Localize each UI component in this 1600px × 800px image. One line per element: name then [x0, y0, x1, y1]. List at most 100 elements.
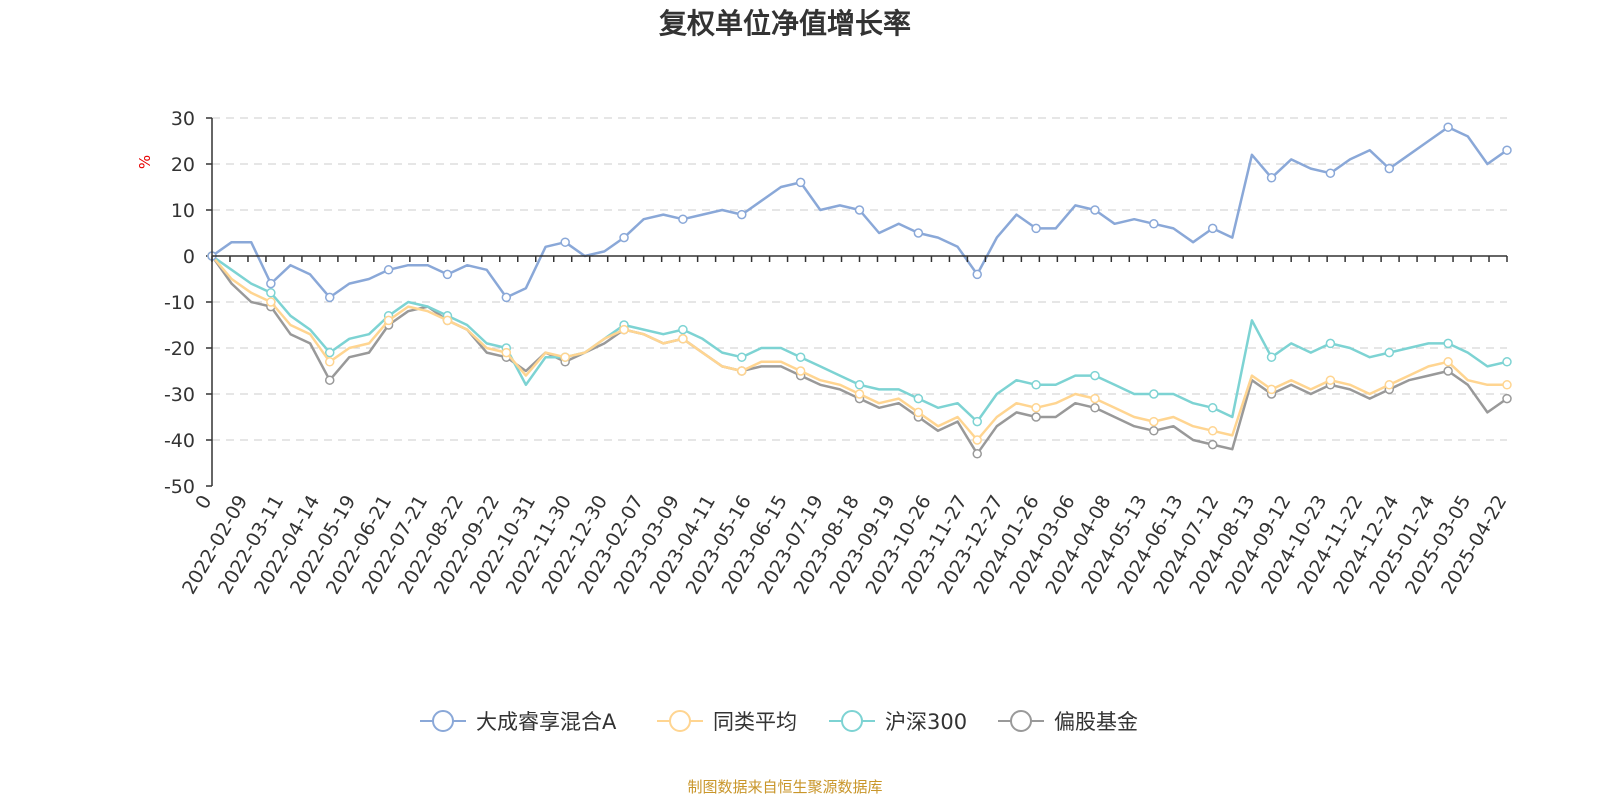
data-point: [442, 269, 453, 280]
legend-label: 沪深300: [885, 710, 967, 734]
data-point: [619, 324, 629, 335]
data-point: [737, 209, 747, 220]
data-point: [324, 375, 335, 385]
data-point: [1443, 338, 1453, 349]
legend-label: 偏股基金: [1054, 710, 1138, 734]
y-tick-label: -30: [164, 384, 195, 406]
legend-marker-icon: [841, 710, 863, 732]
data-point: [1149, 389, 1159, 399]
data-point: [442, 315, 453, 326]
data-point: [1384, 380, 1395, 390]
data-point: [1031, 412, 1041, 422]
data-point: [1031, 223, 1041, 234]
data-point: [795, 366, 806, 376]
legend-item-1[interactable]: 同类平均: [657, 710, 797, 734]
data-point: [854, 389, 865, 399]
data-point: [1266, 352, 1277, 362]
data-point: [1502, 380, 1512, 390]
series-lines: [207, 122, 1512, 459]
data-point: [737, 366, 747, 376]
data-point: [854, 205, 865, 215]
data-point: [854, 380, 865, 390]
data-point: [619, 232, 629, 243]
data-point: [1502, 357, 1512, 367]
data-point: [1502, 145, 1512, 155]
data-point: [795, 177, 806, 188]
data-point: [1207, 223, 1218, 234]
data-point: [383, 265, 394, 275]
y-tick-label: -10: [164, 292, 195, 314]
data-point: [1090, 393, 1100, 404]
data-point: [324, 357, 335, 367]
data-point: [972, 269, 982, 280]
data-point: [1090, 403, 1100, 413]
legend-label: 同类平均: [713, 710, 797, 734]
data-point: [560, 237, 570, 247]
x-tick-label: 0: [191, 492, 216, 513]
series-line-3: [210, 255, 1508, 456]
data-point: [1384, 347, 1395, 358]
data-point: [266, 278, 276, 289]
x-tick-labels: 02022-02-092022-03-112022-04-142022-05-1…: [178, 492, 1511, 599]
y-tick-label: -20: [164, 338, 195, 360]
y-tick-label: 0: [183, 246, 195, 268]
y-tick-label: 30: [171, 108, 195, 130]
data-point: [560, 352, 570, 362]
data-point: [1384, 163, 1395, 174]
legend-item-3[interactable]: 偏股基金: [998, 710, 1138, 734]
data-point: [972, 435, 982, 445]
data-point: [678, 214, 688, 224]
legend-marker-icon: [1010, 710, 1032, 732]
data-point: [795, 352, 806, 362]
data-point: [1090, 370, 1100, 381]
data-point: [1325, 338, 1336, 349]
data-point: [913, 393, 924, 404]
data-point: [501, 292, 512, 303]
axes: [211, 118, 1508, 486]
data-point: [501, 347, 512, 358]
data-point: [1207, 439, 1218, 450]
y-tick-labels: 30 20 10 0 -10 -20 -30 -40 -50: [164, 108, 212, 498]
data-point: [737, 352, 747, 362]
y-axis-unit: %: [136, 155, 154, 169]
data-point: [1207, 403, 1218, 413]
data-point: [324, 292, 335, 303]
y-tick-label: 10: [171, 200, 195, 222]
data-point: [383, 315, 394, 326]
data-point: [1325, 168, 1336, 178]
data-point: [678, 324, 688, 335]
data-point: [1031, 403, 1041, 413]
data-point: [1266, 384, 1277, 395]
y-tick-label: 20: [171, 154, 195, 176]
legend-item-2[interactable]: 沪深300: [829, 710, 967, 734]
data-point: [324, 347, 335, 358]
data-point: [1031, 380, 1041, 390]
data-point: [913, 407, 924, 418]
data-point: [1443, 357, 1453, 367]
data-point: [1266, 173, 1277, 183]
legend-label: 大成睿享混合A: [476, 710, 617, 734]
data-point: [266, 297, 276, 307]
source-note: 制图数据来自恒生聚源数据库: [687, 778, 882, 796]
data-point: [1149, 426, 1159, 436]
data-point: [1502, 393, 1512, 404]
data-point: [1207, 426, 1218, 436]
legend[interactable]: 大成睿享混合A 同类平均 沪深300 偏股基金: [420, 710, 1138, 734]
data-point: [1090, 205, 1100, 215]
data-point: [972, 416, 982, 427]
data-point: [1325, 375, 1336, 385]
legend-marker-icon: [669, 710, 691, 732]
data-point: [1149, 416, 1159, 427]
data-point: [913, 228, 924, 238]
legend-item-0[interactable]: 大成睿享混合A: [420, 710, 617, 734]
data-point: [1443, 122, 1453, 132]
y-tick-label: -40: [164, 430, 195, 452]
data-point: [1149, 219, 1159, 229]
legend-marker-icon: [432, 710, 454, 732]
data-point: [1443, 366, 1453, 376]
data-point: [266, 288, 276, 298]
y-tick-label: -50: [164, 476, 195, 498]
data-point: [972, 449, 982, 459]
chart-title: 复权单位净值增长率: [659, 7, 911, 40]
